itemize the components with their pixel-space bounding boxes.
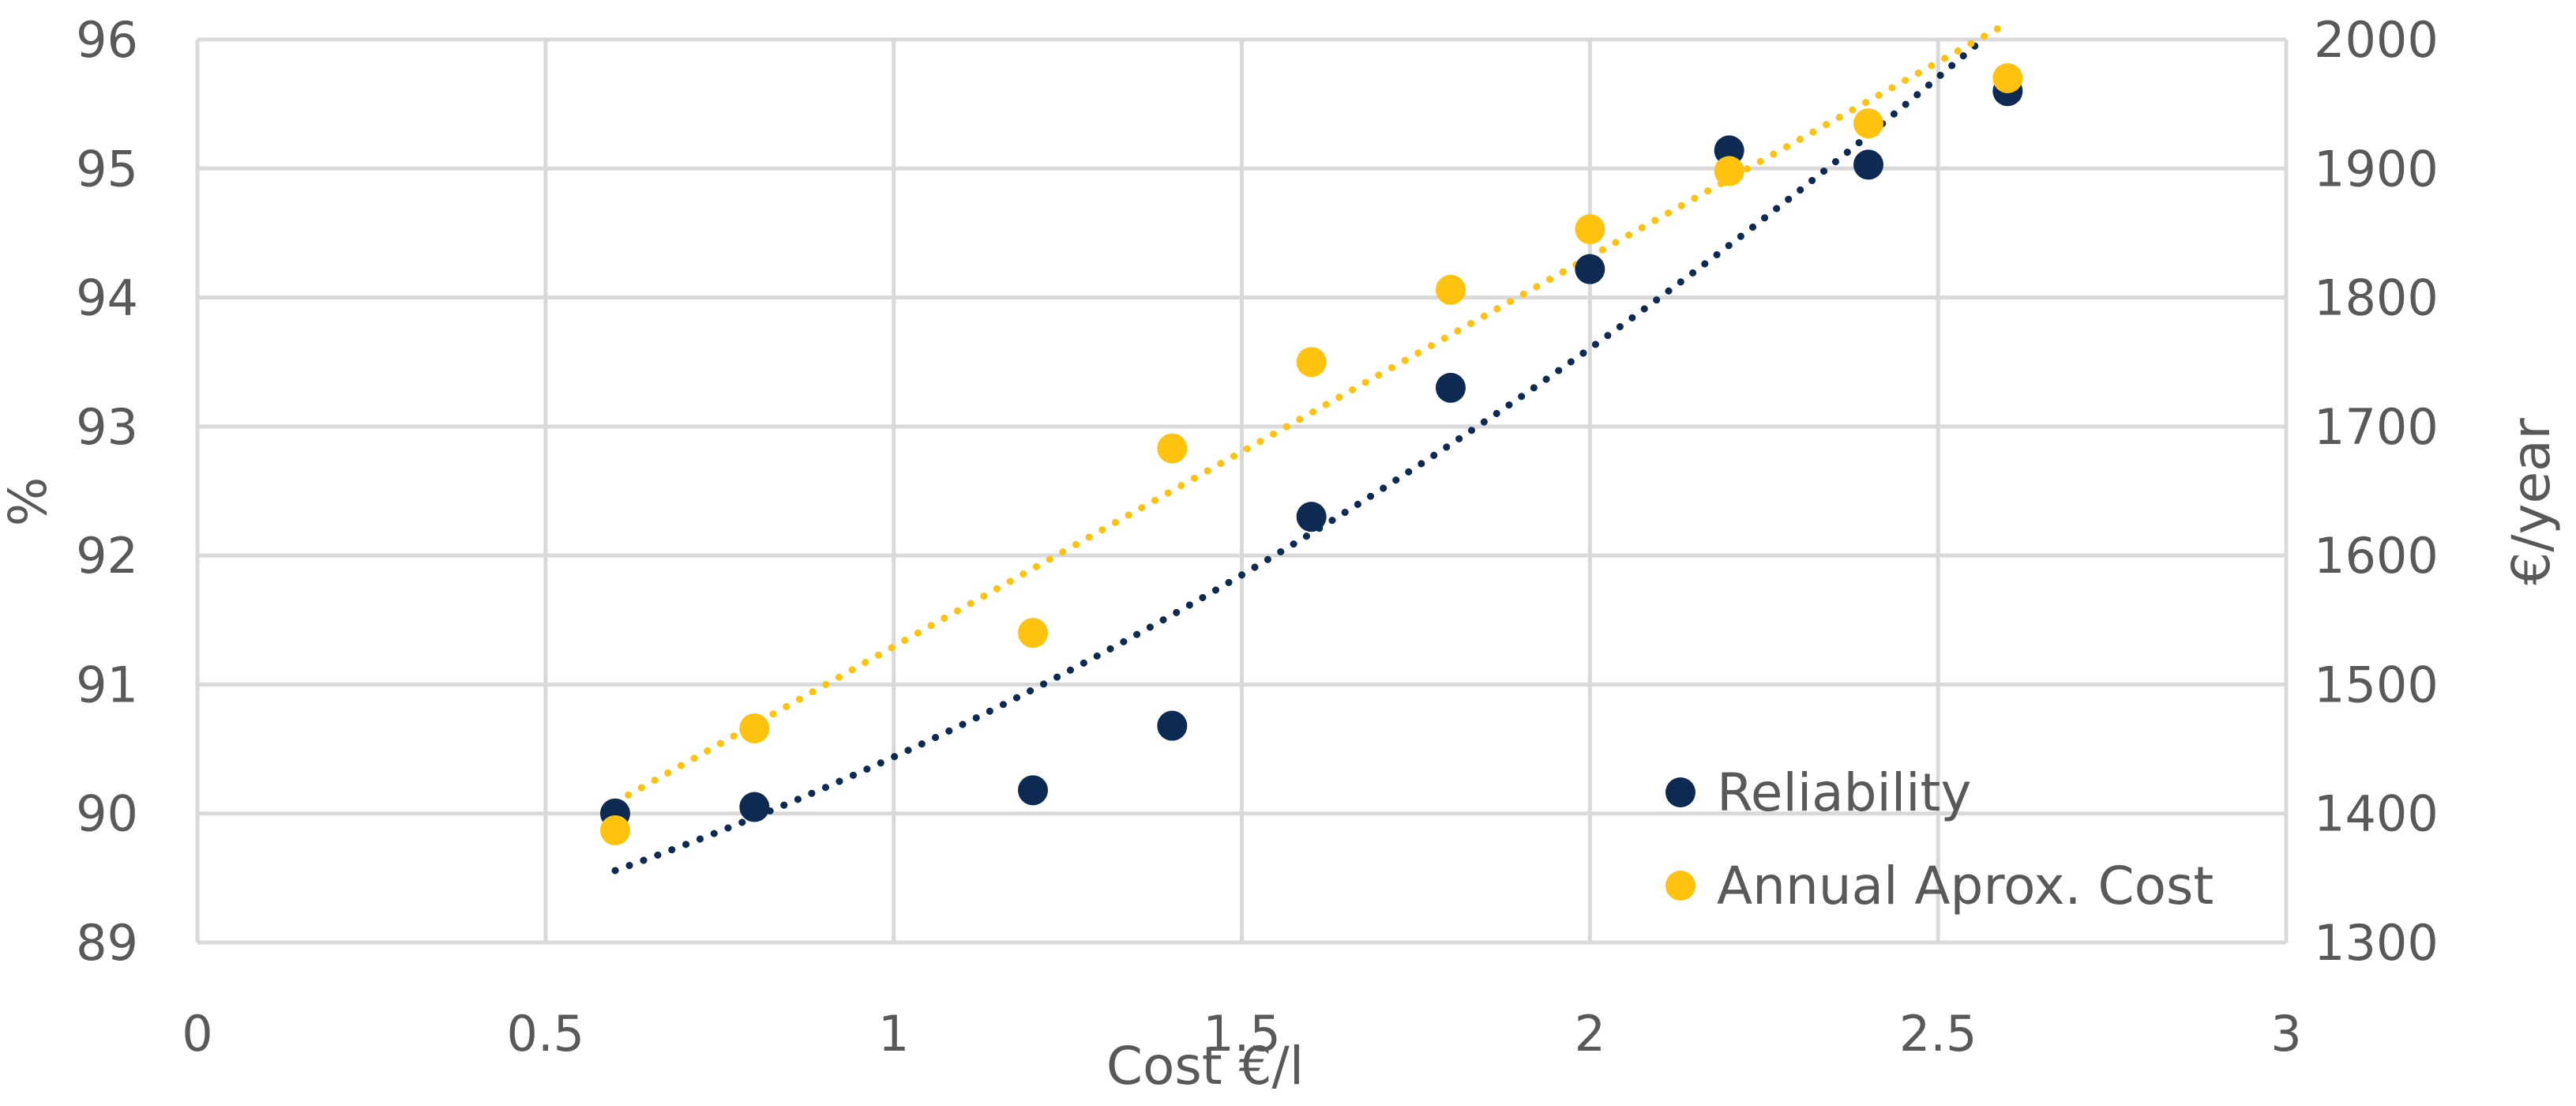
annual-cost-point: [600, 814, 630, 845]
y-tick-label: 94: [76, 269, 138, 327]
x-tick-label: 2: [1575, 1005, 1605, 1063]
annual-cost-point: [1714, 156, 1744, 186]
annual-cost-point: [1157, 433, 1188, 464]
y2-tick-label: 1800: [2314, 269, 2439, 327]
y2-tick-label: 1700: [2314, 398, 2439, 456]
annual-cost-point: [1018, 618, 1048, 649]
y2-tick-label: 1500: [2314, 656, 2439, 713]
x-axis-title: Cost €/l: [1106, 1036, 1304, 1097]
x-tick-label: 1: [878, 1005, 909, 1063]
y-tick-label: 91: [76, 656, 138, 713]
gridlines: [195, 37, 2289, 945]
reliability-point: [1575, 254, 1605, 284]
tick-labels: 89 90 91 92 93 94 95 96 1300 1400 1500 1600 1700 1800…: [76, 11, 2439, 1063]
legend-marker-reliability: [1665, 777, 1695, 807]
annual-cost-point: [1436, 274, 1466, 305]
legend: Reliability Annual Aprox. Cost: [1665, 762, 2214, 916]
legend-marker-annual-cost: [1665, 871, 1695, 901]
y-tick-label: 89: [76, 914, 138, 972]
annual-cost-point: [1575, 214, 1605, 245]
y2-tick-label: 1400: [2314, 785, 2439, 843]
y2-tick-label: 1600: [2314, 527, 2439, 585]
y-tick-label: 92: [76, 527, 138, 585]
reliability-point: [1296, 502, 1327, 532]
annual-cost-point: [739, 713, 770, 743]
x-tick-label: 1.5: [1203, 1005, 1281, 1063]
x-tick-label: 0.5: [507, 1005, 585, 1063]
y-tick-label: 93: [76, 398, 138, 456]
data-points: [600, 62, 2023, 845]
annual-cost-point: [1853, 108, 1883, 139]
y-tick-label: 90: [76, 785, 138, 843]
y2-tick-label: 1300: [2314, 914, 2439, 972]
legend-label-reliability: Reliability: [1717, 762, 1971, 823]
y-tick-label: 96: [76, 11, 138, 69]
trendline-annual-cost: [611, 19, 2011, 807]
reliability-point: [1436, 372, 1466, 403]
y-axis-title: %: [0, 477, 58, 527]
reliability-point: [1714, 135, 1744, 166]
annual-cost-point: [1992, 62, 2023, 93]
reliability-point: [739, 792, 770, 822]
y2-tick-label: 2000: [2314, 11, 2439, 69]
reliability-point: [1853, 149, 1883, 180]
y2-axis-title: €/year: [2501, 417, 2562, 585]
reliability-point: [1157, 710, 1188, 741]
x-tick-label: 0: [182, 1005, 212, 1063]
x-tick-label: 3: [2270, 1005, 2301, 1063]
y-tick-label: 95: [76, 140, 138, 198]
y2-tick-label: 1900: [2314, 140, 2439, 198]
legend-label-annual-cost: Annual Aprox. Cost: [1717, 856, 2214, 916]
trendlines: [611, 19, 2011, 875]
trendline-reliability: [611, 40, 1981, 875]
annual-cost-point: [1296, 347, 1327, 378]
x-tick-label: 2.5: [1899, 1005, 1977, 1063]
reliability-point: [1018, 775, 1048, 806]
